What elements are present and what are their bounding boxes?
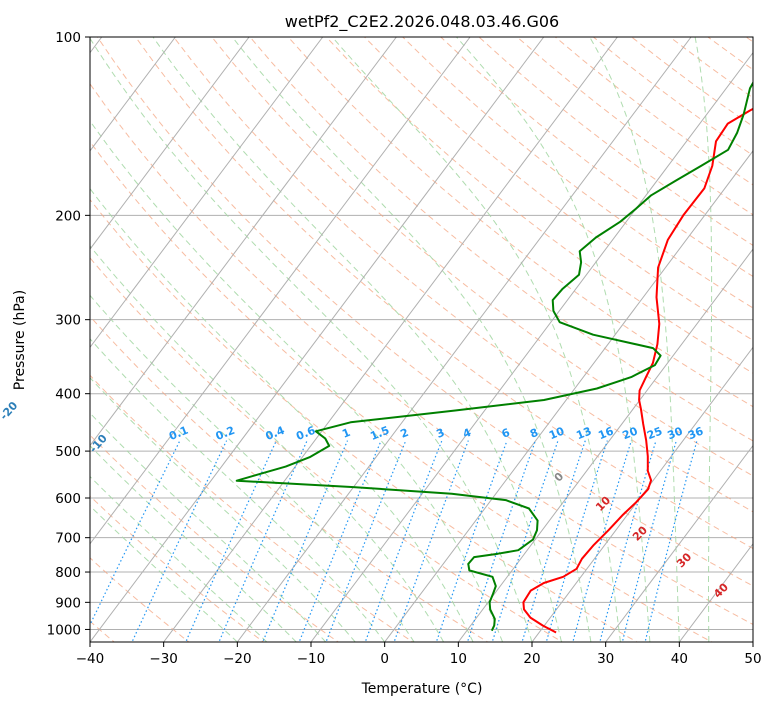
x-tick-label: 50 xyxy=(744,651,761,667)
moist-adiabat-line xyxy=(694,37,713,642)
mixing-ratio-label: 3 xyxy=(435,426,447,441)
dry-adiabat-line xyxy=(135,37,753,550)
plot-background xyxy=(90,37,753,642)
isotherm-line xyxy=(90,37,176,152)
x-tick-label: 10 xyxy=(450,651,467,667)
moist-adiabat-line xyxy=(90,338,386,642)
y-tick-label: 900 xyxy=(55,595,81,611)
isotherm-line xyxy=(90,37,250,250)
moist-adiabats xyxy=(90,37,713,642)
temperature-line xyxy=(522,107,753,634)
dry-adiabat-line xyxy=(96,37,753,587)
isotherm-line xyxy=(90,37,397,447)
mixing-ratio-line xyxy=(491,440,559,642)
y-axis: 1000 900 800 700 600 500 400 300 200 100 xyxy=(47,30,90,638)
y-tick-label: 200 xyxy=(55,208,81,224)
dry-adiabat-line xyxy=(173,37,753,513)
y-tick-label: 1000 xyxy=(47,622,81,638)
mixing-ratio-label: 16 xyxy=(596,424,615,442)
x-tick-label: −10 xyxy=(297,651,326,667)
dry-adiabat-line xyxy=(90,83,753,625)
x-tick-label: −40 xyxy=(76,651,105,667)
moist-adiabat-line xyxy=(90,412,327,642)
mixing-ratio-label: 8 xyxy=(528,426,540,441)
moist-adiabat-line xyxy=(90,187,474,642)
mixing-ratio-line xyxy=(644,440,698,642)
mixing-ratio-label: 2 xyxy=(399,426,411,441)
moist-adiabat-line xyxy=(231,37,592,642)
dry-adiabat-line xyxy=(364,37,753,341)
x-axis: −40 −30 −20 −10 0 10 20 30 40 50 xyxy=(76,642,762,667)
moist-adiabat-line xyxy=(90,475,268,642)
mixing-ratio-line xyxy=(131,440,228,642)
y-tick-label: 100 xyxy=(55,30,81,46)
mixing-ratio-label: 1 xyxy=(340,426,352,441)
mixing-ratio-lines xyxy=(90,440,698,642)
mixing-ratio-line xyxy=(572,440,632,642)
mixing-ratio-label: 30 xyxy=(666,424,685,442)
moist-adiabat-line xyxy=(589,37,680,642)
isotherm-line xyxy=(90,37,471,545)
dry-adiabat-line xyxy=(90,257,564,642)
dew-point-line xyxy=(235,80,753,632)
isotherm-line xyxy=(457,248,753,642)
mixing-ratio-line xyxy=(262,440,349,642)
isotherm-line xyxy=(531,346,753,642)
dry-adiabat-line xyxy=(90,434,340,642)
isotherm-line xyxy=(90,37,545,642)
mixing-ratio-label: 13 xyxy=(574,424,593,442)
moist-adiabat-line xyxy=(90,37,533,642)
mixing-ratio-line xyxy=(621,440,677,642)
y-tick-label: 600 xyxy=(55,491,81,507)
y-axis-label: Pressure (hPa) xyxy=(12,290,28,390)
x-tick-label: 30 xyxy=(597,651,614,667)
isotherm-line xyxy=(605,444,753,642)
y-tick-label: 300 xyxy=(55,313,81,329)
mixing-ratio-line xyxy=(325,440,407,642)
mixing-ratio-line xyxy=(599,440,657,642)
dry-adiabat-line xyxy=(90,198,639,642)
x-axis-label: Temperature (°C) xyxy=(361,681,483,697)
mixing-ratio-label: 10 xyxy=(547,424,566,442)
isotherm-line xyxy=(90,37,324,349)
dry-adiabat-line xyxy=(287,37,753,408)
isobar-grid xyxy=(90,37,753,630)
isotherm-line xyxy=(752,641,753,642)
plot-frame xyxy=(89,36,754,643)
dry-adiabat-line xyxy=(325,37,753,374)
moist-adiabat-line xyxy=(90,445,297,642)
profile-series xyxy=(235,80,753,634)
moist-adiabat-line xyxy=(331,37,621,642)
mixing-ratio-line xyxy=(466,440,536,642)
mixing-ratio-label: 20 xyxy=(621,424,640,442)
y-tick-label: 700 xyxy=(55,531,81,547)
dry-adiabat-line xyxy=(90,374,414,642)
isotherm-line xyxy=(236,37,692,642)
x-tick-label: −20 xyxy=(223,651,252,667)
isotherm-line xyxy=(310,51,753,642)
x-tick-label: 20 xyxy=(523,651,540,667)
moist-adiabat-line xyxy=(90,120,503,642)
dry-adiabat-label: -20 xyxy=(0,399,21,423)
chart-title: wetPf2_C2E2.2026.048.03.46.G06 xyxy=(285,12,559,32)
moist-adiabat-line xyxy=(456,37,651,642)
x-tick-label: 40 xyxy=(671,651,688,667)
mixing-ratio-label: 25 xyxy=(645,424,664,442)
x-tick-label: 0 xyxy=(380,651,389,667)
y-tick-label: 400 xyxy=(55,387,81,403)
moist-adiabat-line xyxy=(152,37,562,642)
mixing-ratio-label: 36 xyxy=(686,424,705,442)
moist-adiabat-line xyxy=(90,505,238,642)
y-tick-label: 500 xyxy=(55,444,81,460)
y-tick-label: 800 xyxy=(55,565,81,581)
x-tick-label: −30 xyxy=(149,651,178,667)
isotherm-line xyxy=(163,37,618,642)
dry-adiabats xyxy=(90,37,753,642)
